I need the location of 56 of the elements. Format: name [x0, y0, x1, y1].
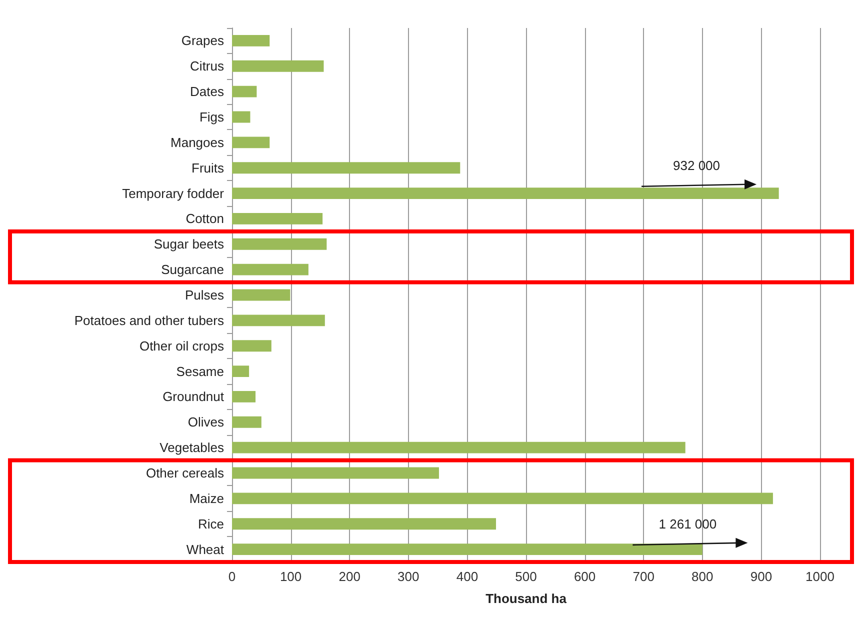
bar	[232, 111, 250, 123]
bar	[232, 188, 779, 200]
bar	[232, 162, 460, 174]
annotation: 932 000	[673, 158, 720, 173]
y-tick-label: Maize	[189, 490, 224, 506]
bar	[232, 86, 257, 98]
y-tick-label: Groundnut	[162, 389, 224, 404]
y-tick-label: Cotton	[186, 211, 224, 226]
y-tick-label: Sugar beets	[154, 236, 224, 252]
y-tick-label: Vegetables	[160, 440, 224, 456]
x-axis-title: Thousand ha	[486, 591, 568, 606]
x-tick-label: 200	[338, 569, 360, 584]
x-tick-label: 1000	[806, 569, 834, 584]
y-tick-label: Potatoes and other tubers	[74, 312, 224, 328]
x-tick-label: 800	[692, 569, 714, 584]
x-tick-label: 0	[228, 569, 236, 584]
y-tick-label: Citrus	[190, 58, 224, 74]
y-tick-label: Fruits	[192, 160, 224, 176]
x-tick-label: 500	[515, 569, 537, 584]
annotation: 1 261 000	[658, 516, 717, 532]
y-tick-label: Sugarcane	[161, 262, 224, 278]
x-tick-label: 900	[750, 569, 772, 584]
bar	[232, 34, 270, 46]
bar	[232, 60, 324, 72]
bar	[232, 467, 439, 479]
bar	[232, 289, 290, 301]
bar	[232, 518, 496, 530]
y-tick-label: Grapes	[181, 33, 224, 48]
bar	[232, 136, 270, 148]
x-tick-label: 400	[456, 569, 478, 584]
bar	[232, 544, 702, 556]
y-tick-label: Figs	[199, 110, 224, 124]
y-tick-label: Dates	[190, 84, 224, 100]
y-tick-label: Other oil crops	[139, 338, 224, 354]
bar	[232, 416, 262, 428]
x-tick-label: 100	[280, 569, 302, 584]
bar	[232, 442, 686, 454]
x-tick-label: 300	[398, 569, 420, 584]
y-tick-label: Sesame	[176, 364, 224, 379]
y-tick-label: Rice	[198, 516, 224, 532]
y-tick-label: Temporary fodder	[122, 186, 225, 201]
x-tick-label: 600	[574, 569, 596, 584]
bar	[232, 390, 256, 402]
y-tick-label: Mangoes	[170, 134, 224, 150]
bar	[232, 264, 308, 276]
y-tick-label: Wheat	[186, 542, 224, 557]
bar	[232, 212, 323, 224]
bar	[232, 492, 773, 504]
bar	[232, 238, 327, 250]
y-tick-label: Olives	[188, 414, 224, 430]
y-tick-label: Pulses	[184, 288, 224, 302]
bar	[232, 340, 272, 352]
bar	[232, 314, 325, 326]
bar	[232, 366, 250, 378]
x-tick-label: 700	[632, 569, 654, 584]
y-tick-label: Other cereals	[146, 466, 224, 480]
